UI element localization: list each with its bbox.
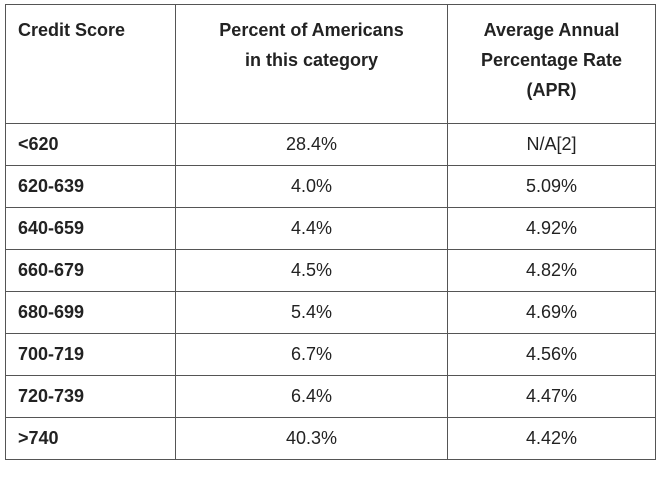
credit-score-table-container: Credit Score Percent of Americans in thi…: [5, 4, 656, 460]
header-line: Percent of Americans: [219, 20, 404, 40]
header-line: in this category: [244, 50, 379, 70]
credit-score-cell: 620-639: [5, 165, 176, 208]
credit-score-cell: 660-679: [5, 249, 176, 292]
percent-cell: 6.7%: [175, 333, 448, 376]
header-line: Percentage Rate: [480, 50, 623, 70]
percent-cell: 4.5%: [175, 249, 448, 292]
apr-cell: 4.92%: [447, 207, 656, 250]
header-line: Average Annual: [483, 20, 620, 40]
table-row: 700-719 6.7% 4.56%: [5, 333, 656, 376]
apr-cell: 4.56%: [447, 333, 656, 376]
apr-cell: 4.69%: [447, 291, 656, 334]
percent-cell: 28.4%: [175, 123, 448, 166]
header-credit-score: Credit Score: [5, 4, 176, 124]
credit-score-cell: 720-739: [5, 375, 176, 418]
table-row: <620 28.4% N/A[2]: [5, 123, 656, 166]
table-row: 720-739 6.4% 4.47%: [5, 375, 656, 418]
table-row: >740 40.3% 4.42%: [5, 417, 656, 460]
header-average-apr: Average Annual Percentage Rate (APR): [447, 4, 656, 124]
credit-score-cell: <620: [5, 123, 176, 166]
credit-score-cell: 700-719: [5, 333, 176, 376]
table-row: 680-699 5.4% 4.69%: [5, 291, 656, 334]
credit-score-cell: 640-659: [5, 207, 176, 250]
table-row: 660-679 4.5% 4.82%: [5, 249, 656, 292]
percent-cell: 6.4%: [175, 375, 448, 418]
header-percent-americans: Percent of Americans in this category: [175, 4, 448, 124]
percent-cell: 5.4%: [175, 291, 448, 334]
header-line: Credit Score: [18, 20, 126, 40]
percent-cell: 4.4%: [175, 207, 448, 250]
apr-cell: 4.47%: [447, 375, 656, 418]
header-row: Credit Score Percent of Americans in thi…: [5, 4, 656, 124]
percent-cell: 40.3%: [175, 417, 448, 460]
apr-cell: 5.09%: [447, 165, 656, 208]
credit-score-cell: >740: [5, 417, 176, 460]
credit-score-cell: 680-699: [5, 291, 176, 334]
table-row: 620-639 4.0% 5.09%: [5, 165, 656, 208]
apr-cell: 4.42%: [447, 417, 656, 460]
table-header: Credit Score Percent of Americans in thi…: [5, 4, 656, 124]
table-body: <620 28.4% N/A[2] 620-639 4.0% 5.09% 640…: [5, 123, 656, 460]
apr-cell: 4.82%: [447, 249, 656, 292]
percent-cell: 4.0%: [175, 165, 448, 208]
header-line: (APR): [526, 80, 577, 100]
table-row: 640-659 4.4% 4.92%: [5, 207, 656, 250]
apr-cell: N/A[2]: [447, 123, 656, 166]
credit-score-table: Credit Score Percent of Americans in thi…: [5, 4, 656, 460]
